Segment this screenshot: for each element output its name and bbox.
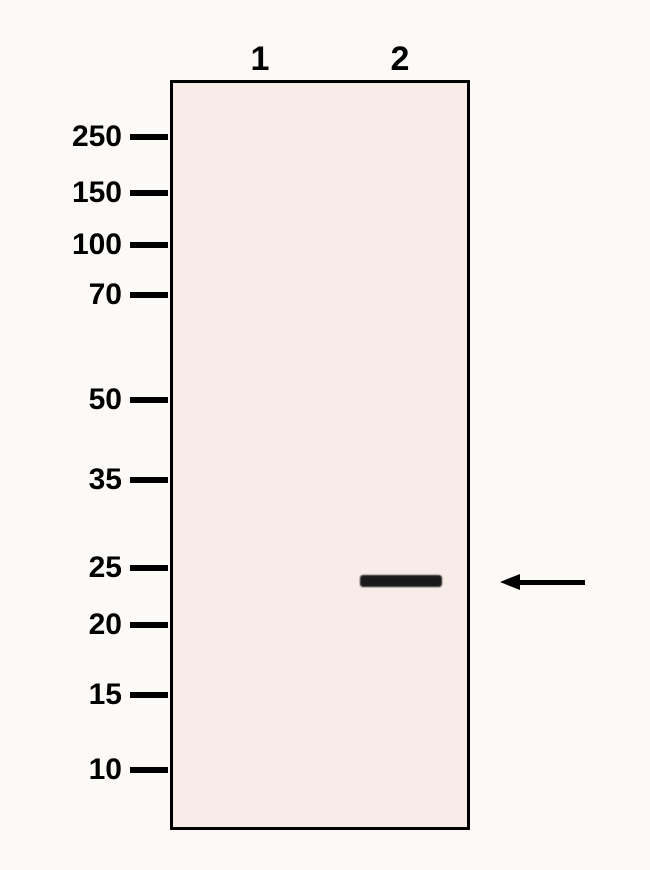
mw-tick bbox=[130, 242, 168, 248]
mw-tick bbox=[130, 767, 168, 773]
mw-label: 70 bbox=[0, 278, 130, 312]
lane-2-label: 2 bbox=[391, 40, 410, 79]
lane-1-label: 1 bbox=[251, 40, 270, 79]
mw-tick bbox=[130, 565, 168, 571]
mw-label: 250 bbox=[0, 120, 130, 154]
mw-marker-10: 10 bbox=[0, 753, 168, 787]
mw-marker-15: 15 bbox=[0, 678, 168, 712]
mw-label: 50 bbox=[0, 383, 130, 417]
mw-marker-150: 150 bbox=[0, 176, 168, 210]
mw-label: 15 bbox=[0, 678, 130, 712]
protein-band-lane2 bbox=[360, 575, 442, 587]
mw-tick bbox=[130, 190, 168, 196]
mw-tick bbox=[130, 292, 168, 298]
mw-label: 10 bbox=[0, 753, 130, 787]
mw-label: 35 bbox=[0, 463, 130, 497]
mw-tick bbox=[130, 622, 168, 628]
mw-label: 100 bbox=[0, 228, 130, 262]
blot-figure: 1 2 250 150 100 70 50 35 25 bbox=[0, 0, 650, 870]
mw-marker-100: 100 bbox=[0, 228, 168, 262]
mw-marker-70: 70 bbox=[0, 278, 168, 312]
mw-marker-35: 35 bbox=[0, 463, 168, 497]
mw-tick bbox=[130, 397, 168, 403]
mw-marker-25: 25 bbox=[0, 551, 168, 585]
mw-marker-50: 50 bbox=[0, 383, 168, 417]
mw-label: 25 bbox=[0, 551, 130, 585]
mw-tick bbox=[130, 134, 168, 140]
mw-marker-250: 250 bbox=[0, 120, 168, 154]
mw-tick bbox=[130, 692, 168, 698]
blot-membrane bbox=[170, 80, 470, 830]
arrow-head-icon bbox=[500, 574, 520, 590]
mw-label: 150 bbox=[0, 176, 130, 210]
band-indicator-arrow bbox=[500, 574, 585, 590]
mw-tick bbox=[130, 477, 168, 483]
mw-marker-20: 20 bbox=[0, 608, 168, 642]
arrow-shaft bbox=[520, 580, 585, 585]
mw-label: 20 bbox=[0, 608, 130, 642]
